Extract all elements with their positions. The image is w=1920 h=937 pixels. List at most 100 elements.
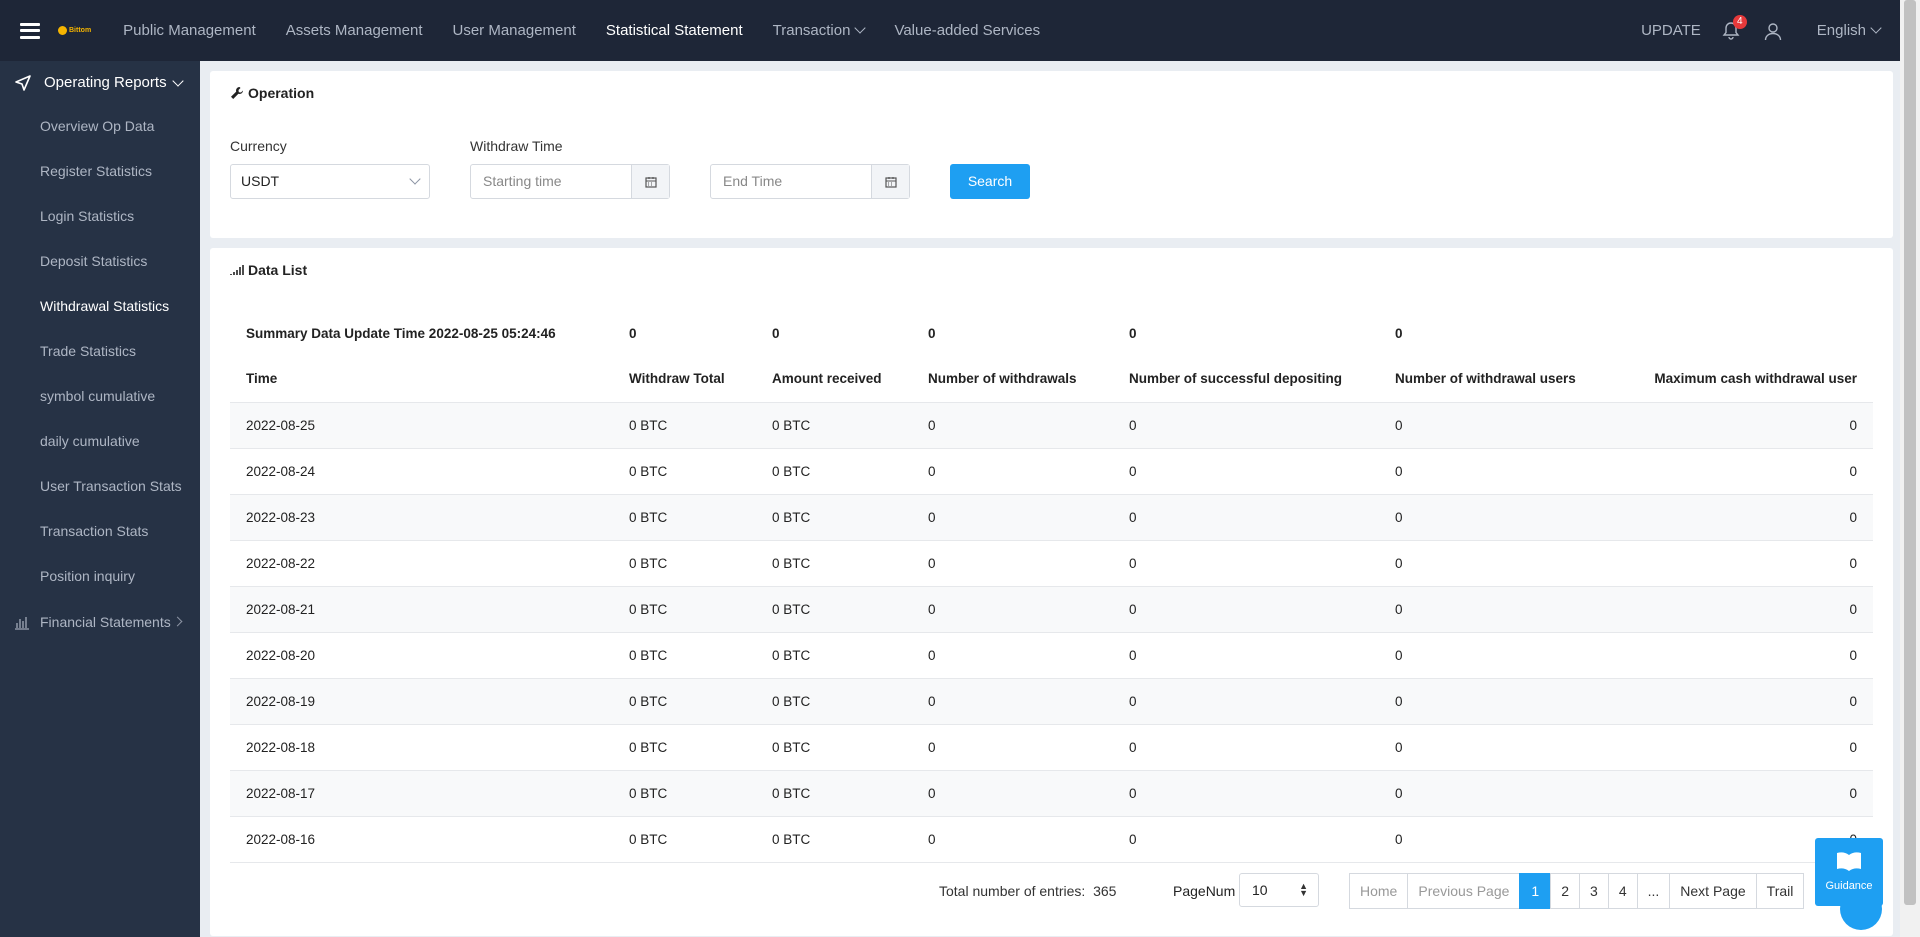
search-button[interactable]: Search <box>950 164 1030 199</box>
sidebar-item-position-inquiry[interactable]: Position inquiry <box>40 568 135 584</box>
table-cell: 0 BTC <box>613 678 756 725</box>
table-cell: 0 <box>912 632 1113 679</box>
menu-toggle-icon[interactable] <box>20 22 40 39</box>
sidebar-item-user-transaction-stats[interactable]: User Transaction Stats <box>40 478 182 494</box>
operation-title: Operation <box>230 85 314 101</box>
sidebar-item-daily-cumulative[interactable]: daily cumulative <box>40 433 140 449</box>
withdraw-time-label: Withdraw Time <box>470 138 563 154</box>
sidebar-item-overview-op-data[interactable]: Overview Op Data <box>40 118 155 134</box>
nav-public-management[interactable]: Public Management <box>123 22 256 39</box>
sidebar-item-login-statistics[interactable]: Login Statistics <box>40 208 135 224</box>
chevron-down-icon <box>854 22 867 34</box>
summary-number-of-withdrawals: 0 <box>928 325 936 341</box>
update-button[interactable]: UPDATE <box>1641 22 1701 39</box>
sidebar-group-financial-statements[interactable]: Financial Statements <box>0 599 200 644</box>
table-cell: 0 <box>912 724 1113 771</box>
sidebar-item-symbol-cumulative[interactable]: symbol cumulative <box>40 388 156 404</box>
table-cell: 2022-08-25 <box>230 402 613 449</box>
chevron-right-icon <box>172 616 183 627</box>
home-page-button[interactable]: Home <box>1349 873 1409 909</box>
page-button-3[interactable]: 3 <box>1579 873 1609 909</box>
table-cell: 2022-08-19 <box>230 678 613 725</box>
scrollbar[interactable] <box>1900 0 1920 937</box>
sidebar-item-register-statistics[interactable]: Register Statistics <box>40 163 153 179</box>
table-cell: 0 <box>1632 402 1873 449</box>
table-cell: 0 BTC <box>613 448 756 495</box>
chevron-down-icon <box>172 74 184 87</box>
page-buttons: Home Previous Page 1 2 3 4 ... Next Page… <box>1349 873 1805 909</box>
pagenum-label: PageNum <box>1173 883 1236 899</box>
table-cell: 0 <box>1379 678 1632 725</box>
column-header: Number of successful depositing <box>1113 355 1379 403</box>
table-cell: 2022-08-24 <box>230 448 613 495</box>
notification-badge: 4 <box>1732 14 1747 29</box>
table-cell: 2022-08-17 <box>230 770 613 817</box>
table-cell: 0 <box>912 678 1113 725</box>
nav-assets-management[interactable]: Assets Management <box>285 22 423 39</box>
bell-icon[interactable]: 4 <box>1721 14 1747 41</box>
table-cell: 0 <box>1632 586 1873 633</box>
page-button-1[interactable]: 1 <box>1519 873 1552 909</box>
sidebar-group-operating-reports[interactable]: Operating Reports <box>0 61 200 104</box>
table-cell: 0 BTC <box>613 586 756 633</box>
logo: Bittom <box>58 26 91 35</box>
table-header-row: Time Withdraw Total Amount received Numb… <box>230 355 1873 403</box>
table-cell: 0 <box>912 540 1113 587</box>
top-nav: Public Management Assets Management User… <box>123 22 1070 39</box>
nav-value-added-services[interactable]: Value-added Services <box>894 22 1041 39</box>
table-cell: 0 BTC <box>756 816 912 863</box>
table-cell: 0 BTC <box>613 540 756 587</box>
language-select[interactable]: English <box>1817 21 1882 39</box>
table-cell: 0 <box>1113 540 1379 587</box>
table-cell: 0 BTC <box>756 402 912 449</box>
top-navbar: Bittom Public Management Assets Manageme… <box>0 0 1900 61</box>
page-ellipsis: ... <box>1636 873 1671 909</box>
calendar-icon[interactable] <box>631 165 669 198</box>
table-cell: 0 <box>912 494 1113 541</box>
operation-panel: Operation Currency USDT Withdraw Time St… <box>210 71 1893 238</box>
summary-row: Summary Data Update Time 2022-08-25 05:2… <box>230 311 1873 355</box>
page-size-select[interactable]: 10 ▲ ▼ <box>1239 873 1319 907</box>
sidebar-item-trade-statistics[interactable]: Trade Statistics <box>40 343 136 359</box>
calendar-icon[interactable] <box>871 165 909 198</box>
end-time-input[interactable]: End Time <box>710 164 910 199</box>
table-cell: 0 <box>1113 770 1379 817</box>
sidebar-item-deposit-statistics[interactable]: Deposit Statistics <box>40 253 148 269</box>
nav-user-management[interactable]: User Management <box>452 22 576 39</box>
table-cell: 0 <box>1632 494 1873 541</box>
currency-select[interactable]: USDT <box>230 164 430 199</box>
sidebar-item-withdrawal-statistics[interactable]: Withdrawal Statistics <box>40 298 170 314</box>
table-cell: 0 <box>1379 540 1632 587</box>
scrollbar-thumb[interactable] <box>1904 0 1916 905</box>
table-row: 2022-08-22 0 BTC 0 BTC 0 0 0 0 <box>230 540 1873 587</box>
next-page-button[interactable]: Next Page <box>1669 873 1757 909</box>
column-header: Number of withdrawal users <box>1379 355 1632 403</box>
table-cell: 0 <box>912 816 1113 863</box>
table-cell: 0 BTC <box>756 448 912 495</box>
table-cell: 0 <box>1379 816 1632 863</box>
table-cell: 0 BTC <box>756 632 912 679</box>
table-cell: 0 <box>912 402 1113 449</box>
guidance-button[interactable]: Guidance <box>1815 838 1883 906</box>
table-cell: 0 BTC <box>613 632 756 679</box>
table-cell: 0 <box>1379 402 1632 449</box>
nav-statistical-statement[interactable]: Statistical Statement <box>605 22 743 39</box>
page-button-2[interactable]: 2 <box>1550 873 1581 909</box>
table-cell: 0 <box>1379 494 1632 541</box>
table-cell: 0 <box>1632 632 1873 679</box>
page-button-4[interactable]: 4 <box>1607 873 1638 909</box>
table-cell: 0 <box>1379 448 1632 495</box>
table-cell: 0 BTC <box>756 540 912 587</box>
sidebar-item-transaction-stats[interactable]: Transaction Stats <box>40 523 149 539</box>
table-cell: 0 <box>912 770 1113 817</box>
user-icon[interactable] <box>1763 21 1783 41</box>
previous-page-button[interactable]: Previous Page <box>1407 873 1521 909</box>
column-header: Withdraw Total <box>613 355 756 403</box>
table-cell: 2022-08-18 <box>230 724 613 771</box>
nav-transaction[interactable]: Transaction <box>773 22 867 39</box>
book-icon <box>1837 852 1861 871</box>
data-list-panel: Data List Summary Data Update Time 2022-… <box>210 248 1893 936</box>
column-header: Time <box>230 355 613 403</box>
start-time-input[interactable]: Starting time <box>470 164 670 199</box>
trail-page-button[interactable]: Trail <box>1755 873 1805 909</box>
